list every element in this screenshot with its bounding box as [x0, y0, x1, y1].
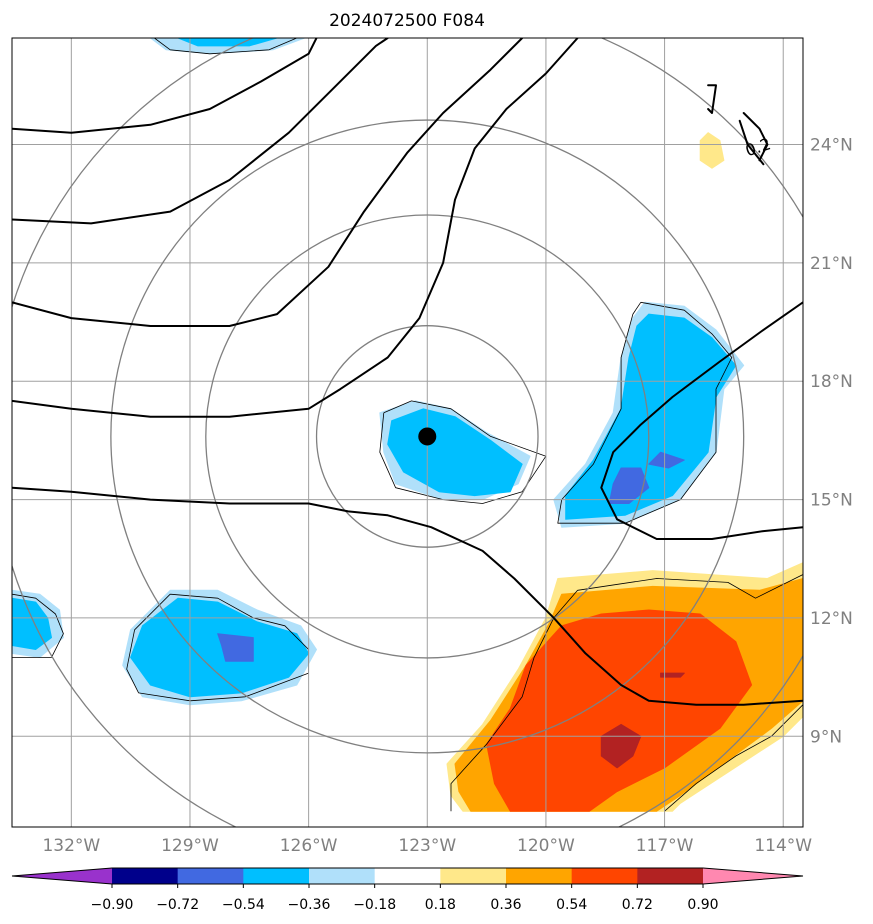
y-tick-label: 21°N — [810, 254, 853, 274]
contour-7-b — [742, 112, 769, 162]
shaded-region-east-blob-dark-2 — [648, 451, 685, 469]
range-ring — [205, 214, 650, 659]
colorbar-tick-label: 0.54 — [556, 897, 587, 913]
shaded-region-top-blob — [177, 38, 278, 47]
y-tick-label: 15°N — [810, 491, 853, 511]
shaded-region-small-north-yellow — [699, 132, 725, 169]
thin-outline-top-blob-edge — [154, 38, 297, 55]
colorbar-tick-label: −0.72 — [156, 897, 199, 913]
colorbar-swatch — [309, 868, 376, 884]
thin-outline-se-warm-edge-2 — [664, 704, 803, 812]
colorbar-tick-label: 0.36 — [490, 897, 521, 913]
contour-2 — [12, 38, 389, 225]
colorbar-extend-high — [703, 868, 803, 884]
x-tick-label: 126°W — [280, 836, 338, 856]
y-tick-label: 9°N — [810, 727, 842, 747]
colorbar-extend-low — [12, 868, 112, 884]
colorbar-swatch — [112, 868, 179, 884]
plot-frame — [11, 37, 804, 828]
colorbar-swatch — [177, 868, 244, 884]
contour-6 — [600, 301, 803, 540]
colorbar-swatch — [243, 868, 310, 884]
contour-3 — [12, 38, 524, 327]
contour-5 — [12, 486, 803, 706]
thin-outline-far-west-blob-edge — [12, 593, 64, 658]
contour-7-c — [738, 119, 765, 166]
colorbar-tick-label: −0.36 — [288, 897, 331, 913]
y-tick-label: 24°N — [810, 136, 853, 156]
x-tick-label: 129°W — [161, 836, 219, 856]
shaded-region-se-warm-darkred-2 — [660, 672, 685, 678]
x-tick-label: 132°W — [42, 836, 100, 856]
shaded-region-se-warm-red — [486, 609, 753, 812]
x-tick-label: 114°W — [754, 836, 812, 856]
x-tick-label: 117°W — [636, 836, 694, 856]
range-ring — [110, 119, 745, 754]
contour-7-a — [707, 84, 717, 114]
contour-4 — [12, 38, 579, 418]
x-tick-label: 123°W — [398, 836, 456, 856]
thin-outline-west-blob-edge — [126, 593, 310, 702]
colorbar: −0.90 −0.72 −0.54 −0.36 −0.18 0.18 0.36 0.54 0.7… — [11, 867, 804, 913]
thin-outline-center-blob-edge — [379, 400, 547, 504]
range-ring — [315, 325, 539, 548]
y-tick-label: 18°N — [810, 372, 853, 392]
colorbar-tick-label: −0.18 — [353, 897, 396, 913]
contour-1 — [12, 38, 318, 134]
colorbar-tick-label: −0.90 — [91, 897, 134, 913]
colorbar-swatch — [440, 868, 507, 884]
colorbar-swatch — [374, 868, 441, 884]
plot-area: 0.2 — [12, 38, 803, 827]
storm-center-marker — [418, 427, 437, 446]
colorbar-tick-label: 0.90 — [687, 897, 718, 913]
colorbar-swatch — [506, 868, 573, 884]
colorbar-swatch — [571, 868, 638, 884]
x-axis-ticks: 132°W 129°W 126°W 123°W 120°W 117°W 114°W — [42, 836, 812, 856]
colorbar-tick-label: 0.72 — [622, 897, 653, 913]
shaded-region-east-blob-dark-1 — [608, 467, 650, 504]
storm-center-layer — [418, 427, 437, 446]
y-axis-ticks: 24°N 21°N 18°N 15°N 12°N 9°N — [810, 136, 853, 748]
shaded-region-west-blob — [130, 597, 310, 698]
y-tick-label: 12°N — [810, 609, 853, 629]
shaded-region-west-blob-dark — [217, 633, 254, 662]
x-tick-label: 120°W — [517, 836, 575, 856]
colorbar-tick-label: −0.54 — [222, 897, 265, 913]
colorbar-swatch — [637, 868, 704, 884]
chart-title: 2024072500 F084 — [329, 11, 485, 31]
contour-lines: 0.2 — [12, 38, 803, 706]
colorbar-tick-label: 0.18 — [425, 897, 456, 913]
range-rings — [12, 38, 803, 827]
